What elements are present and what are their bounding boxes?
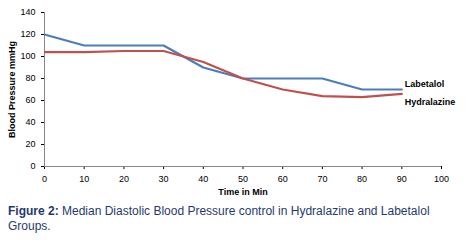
- svg-text:90: 90: [397, 174, 407, 184]
- svg-text:0: 0: [30, 161, 35, 171]
- svg-text:50: 50: [238, 174, 248, 184]
- svg-text:80: 80: [357, 174, 367, 184]
- svg-text:40: 40: [198, 174, 208, 184]
- svg-text:10: 10: [79, 174, 89, 184]
- svg-text:140: 140: [20, 7, 35, 17]
- html-text:Figure 2: Median Diastolic Blo: Figure 2: Median Diastolic Blood Pressur…: [8, 204, 430, 233]
- svg-text:120: 120: [20, 29, 35, 39]
- svg-text:20: 20: [119, 174, 129, 184]
- svg-text:Blood Pressure mmHg: Blood Pressure mmHg: [7, 41, 17, 138]
- svg-text:40: 40: [25, 117, 35, 127]
- svg-text:100: 100: [434, 174, 449, 184]
- svg-text:0: 0: [42, 174, 47, 184]
- svg-text:30: 30: [159, 174, 169, 184]
- svg-text:Labetalol: Labetalol: [405, 79, 445, 89]
- svg-text:60: 60: [25, 95, 35, 105]
- svg-text:20: 20: [25, 139, 35, 149]
- svg-text:60: 60: [278, 174, 288, 184]
- svg-text:Hydralazine: Hydralazine: [405, 97, 456, 107]
- svg-text:Time in Min: Time in Min: [218, 187, 267, 197]
- svg-text:80: 80: [25, 73, 35, 83]
- svg-text:70: 70: [317, 174, 327, 184]
- svg-text:100: 100: [20, 51, 35, 61]
